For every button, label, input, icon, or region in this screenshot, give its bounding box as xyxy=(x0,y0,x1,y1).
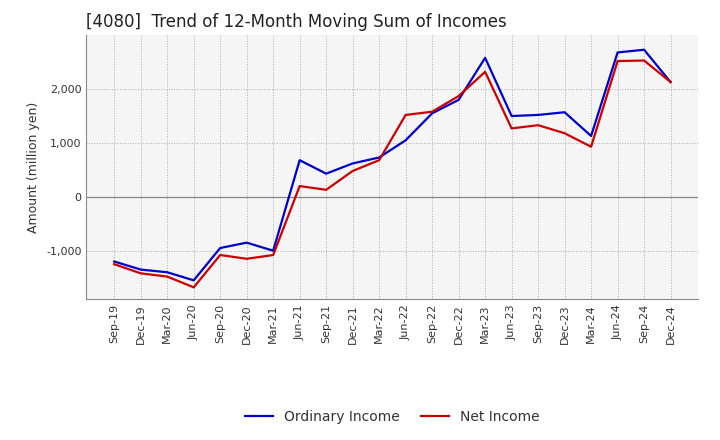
Ordinary Income xyxy=(534,112,542,117)
Ordinary Income xyxy=(136,267,145,272)
Ordinary Income xyxy=(189,278,198,283)
Text: [4080]  Trend of 12-Month Moving Sum of Incomes: [4080] Trend of 12-Month Moving Sum of I… xyxy=(86,13,507,31)
Ordinary Income xyxy=(587,133,595,139)
Ordinary Income xyxy=(401,138,410,143)
Net Income xyxy=(534,122,542,128)
Ordinary Income xyxy=(481,55,490,60)
Net Income xyxy=(216,253,225,258)
Line: Ordinary Income: Ordinary Income xyxy=(114,50,670,280)
Net Income xyxy=(110,261,119,267)
Ordinary Income xyxy=(508,114,516,119)
Net Income xyxy=(243,256,251,261)
Net Income xyxy=(640,58,649,63)
Ordinary Income xyxy=(454,97,463,103)
Ordinary Income xyxy=(375,155,384,160)
Net Income xyxy=(481,69,490,74)
Net Income xyxy=(163,274,171,279)
Line: Net Income: Net Income xyxy=(114,61,670,287)
Ordinary Income xyxy=(110,259,119,264)
Net Income xyxy=(666,80,675,85)
Net Income xyxy=(136,271,145,276)
Ordinary Income xyxy=(613,50,622,55)
Net Income xyxy=(322,187,330,192)
Net Income xyxy=(587,144,595,149)
Ordinary Income xyxy=(640,47,649,52)
Legend: Ordinary Income, Net Income: Ordinary Income, Net Income xyxy=(240,404,545,429)
Net Income xyxy=(508,126,516,131)
Ordinary Income xyxy=(295,158,304,163)
Net Income xyxy=(269,253,277,258)
Y-axis label: Amount (million yen): Amount (million yen) xyxy=(27,102,40,233)
Ordinary Income xyxy=(348,161,357,166)
Net Income xyxy=(348,169,357,174)
Net Income xyxy=(560,131,569,136)
Net Income xyxy=(189,285,198,290)
Net Income xyxy=(401,112,410,117)
Net Income xyxy=(375,158,384,163)
Ordinary Income xyxy=(269,248,277,253)
Ordinary Income xyxy=(666,80,675,85)
Ordinary Income xyxy=(322,171,330,176)
Ordinary Income xyxy=(428,111,436,116)
Net Income xyxy=(428,109,436,114)
Ordinary Income xyxy=(560,110,569,115)
Net Income xyxy=(613,59,622,64)
Ordinary Income xyxy=(163,270,171,275)
Ordinary Income xyxy=(243,240,251,245)
Net Income xyxy=(295,183,304,189)
Net Income xyxy=(454,93,463,99)
Ordinary Income xyxy=(216,246,225,251)
